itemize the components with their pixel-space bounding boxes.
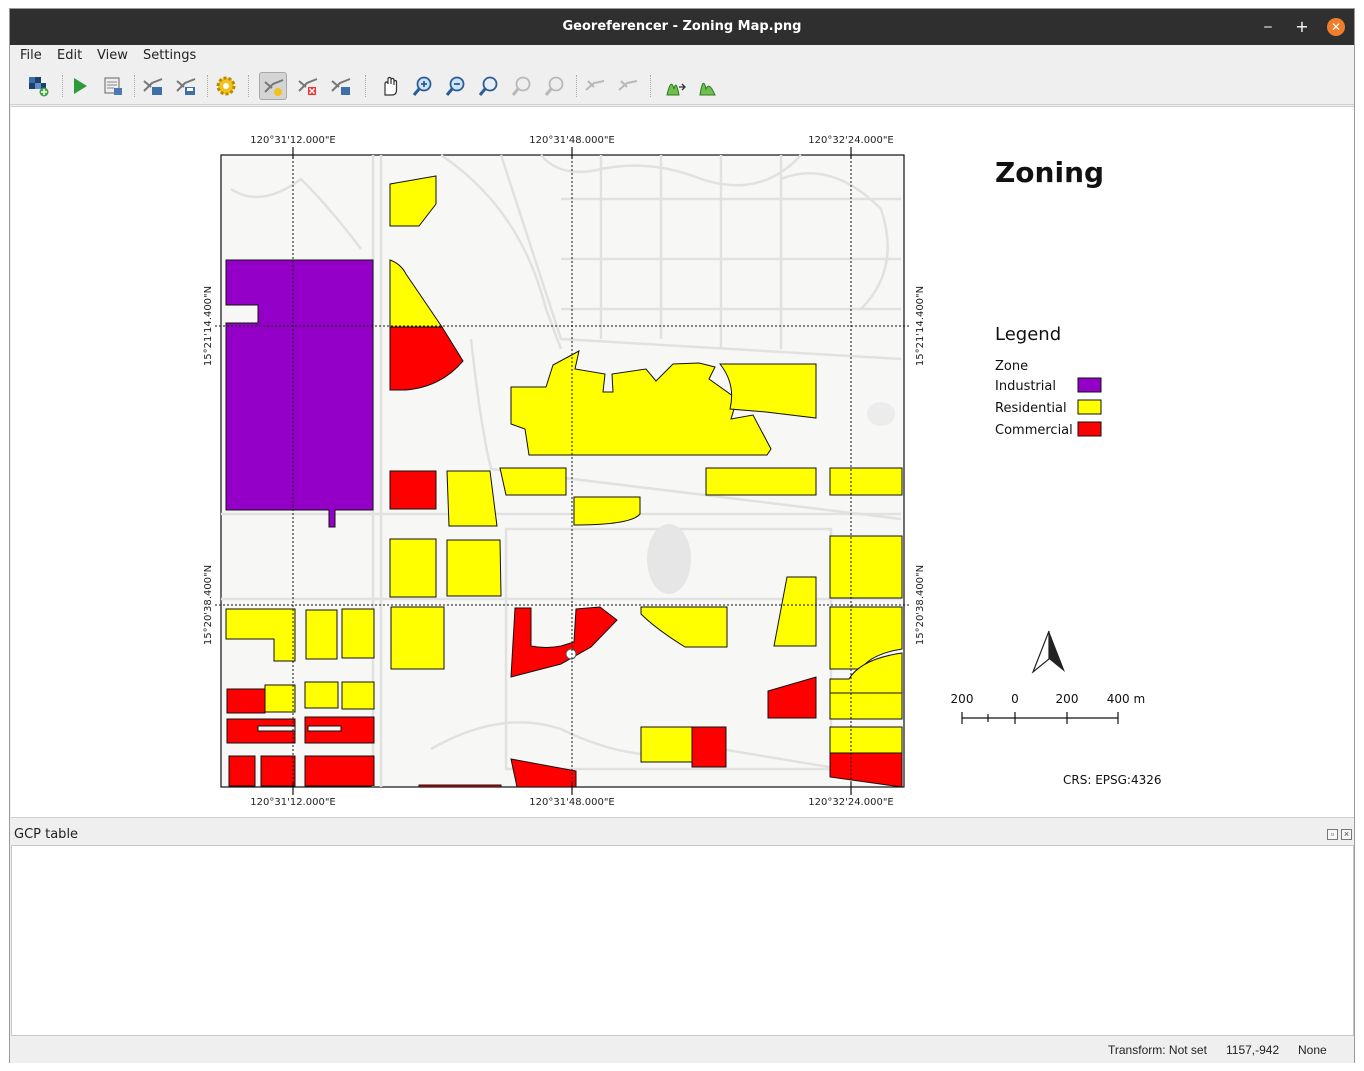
grid-label-top: 120°32'24.000"E [808,135,893,146]
legend-swatch-industrial [1077,377,1102,393]
grid-label-right: 15°21'14.400"N [915,286,926,366]
link-georeferencer-to-qgis-icon[interactable] [581,72,609,100]
legend-swatch-commercial [1077,421,1102,437]
gcp-panel-header: GCP table ▫ × [10,825,1354,845]
transform-status: Transform: Not set [1108,1043,1207,1057]
scale-bar [961,712,1119,724]
menu-view[interactable]: View [97,48,128,63]
toolbar [10,67,1354,105]
generate-gdal-script-icon[interactable] [99,72,127,100]
grid-label-top: 120°31'12.000"E [250,135,335,146]
north-arrow-icon [1031,630,1065,674]
status-bar: Transform: Not set 1157,-942 None [10,1037,1354,1063]
coordinate-readout: 1157,-942 [1226,1043,1280,1057]
local-histogram-stretch-icon[interactable] [695,72,723,100]
zoom-last-icon[interactable] [508,72,536,100]
start-georeferencing-icon[interactable] [66,72,94,100]
grid-label-bottom: 120°31'12.000"E [250,797,335,808]
legend-label-industrial: Industrial [995,379,1056,394]
scale-label: 200 [1056,692,1079,706]
menu-settings[interactable]: Settings [143,48,197,63]
minimize-button[interactable]: ‒ [1263,19,1273,35]
stadium-shape [647,524,691,594]
georeferencer-window: Georeferencer - Zoning Map.png ‒ + ✕ Fil… [9,8,1355,1063]
grid-label-bottom: 120°31'48.000"E [529,797,614,808]
grid-label-right: 15°20'38.400"N [915,565,926,645]
title-bar: Georeferencer - Zoning Map.png ‒ + ✕ [10,9,1354,45]
map-title: Zoning [995,156,1104,189]
grid-label-left: 15°20'38.400"N [203,565,214,645]
scale-label: 0 [1011,692,1019,706]
zones-commercial [226,326,903,788]
float-panel-icon[interactable]: ▫ [1327,829,1338,840]
move-gcp-point-icon[interactable] [327,72,355,100]
gcp-panel-title: GCP table [14,827,79,842]
legend-title: Legend [995,324,1061,345]
legend-swatch-residential [1077,399,1102,415]
scale-label: 400 m [1107,692,1145,706]
legend-label-residential: Residential [995,401,1067,416]
zoom-to-layer-icon[interactable] [475,72,503,100]
maximize-button[interactable]: + [1295,17,1309,36]
grid-label-left: 15°21'14.400"N [203,286,214,366]
map-canvas[interactable]: 120°31'12.000"E 120°31'48.000"E 120°32'2… [11,106,1354,818]
transformation-settings-icon[interactable] [212,72,240,100]
delete-point-icon[interactable] [294,72,322,100]
menu-file[interactable]: File [20,48,42,63]
legend-group: Zone [995,359,1028,374]
full-histogram-stretch-icon[interactable] [662,72,690,100]
crs-label: CRS: EPSG:4326 [1063,773,1162,787]
load-gcp-points-icon[interactable] [139,72,167,100]
zoom-next-icon[interactable] [541,72,569,100]
pan-icon[interactable] [376,72,404,100]
link-qgis-to-georeferencer-icon[interactable] [614,72,642,100]
legend-label-commercial: Commercial [995,423,1073,438]
save-gcp-points-icon[interactable] [172,72,200,100]
add-point-icon[interactable] [259,72,287,100]
window-title: Georeferencer - Zoning Map.png [562,19,802,34]
zone-industrial [225,259,374,528]
grid-label-bottom: 120°32'24.000"E [808,797,893,808]
grid-label-top: 120°31'48.000"E [529,135,614,146]
menu-bar: File Edit View Settings [10,45,1354,67]
graticule-lines [215,149,910,793]
zones-residential [225,175,903,763]
open-raster-icon[interactable] [25,72,53,100]
close-panel-icon[interactable]: × [1341,829,1352,840]
gcp-table[interactable] [11,845,1354,1036]
zoom-in-icon[interactable] [409,72,437,100]
scale-label: 200 [951,692,974,706]
close-button[interactable]: ✕ [1327,18,1345,36]
zoom-out-icon[interactable] [442,72,470,100]
crs-status[interactable]: None [1298,1043,1327,1057]
menu-edit[interactable]: Edit [57,48,83,63]
